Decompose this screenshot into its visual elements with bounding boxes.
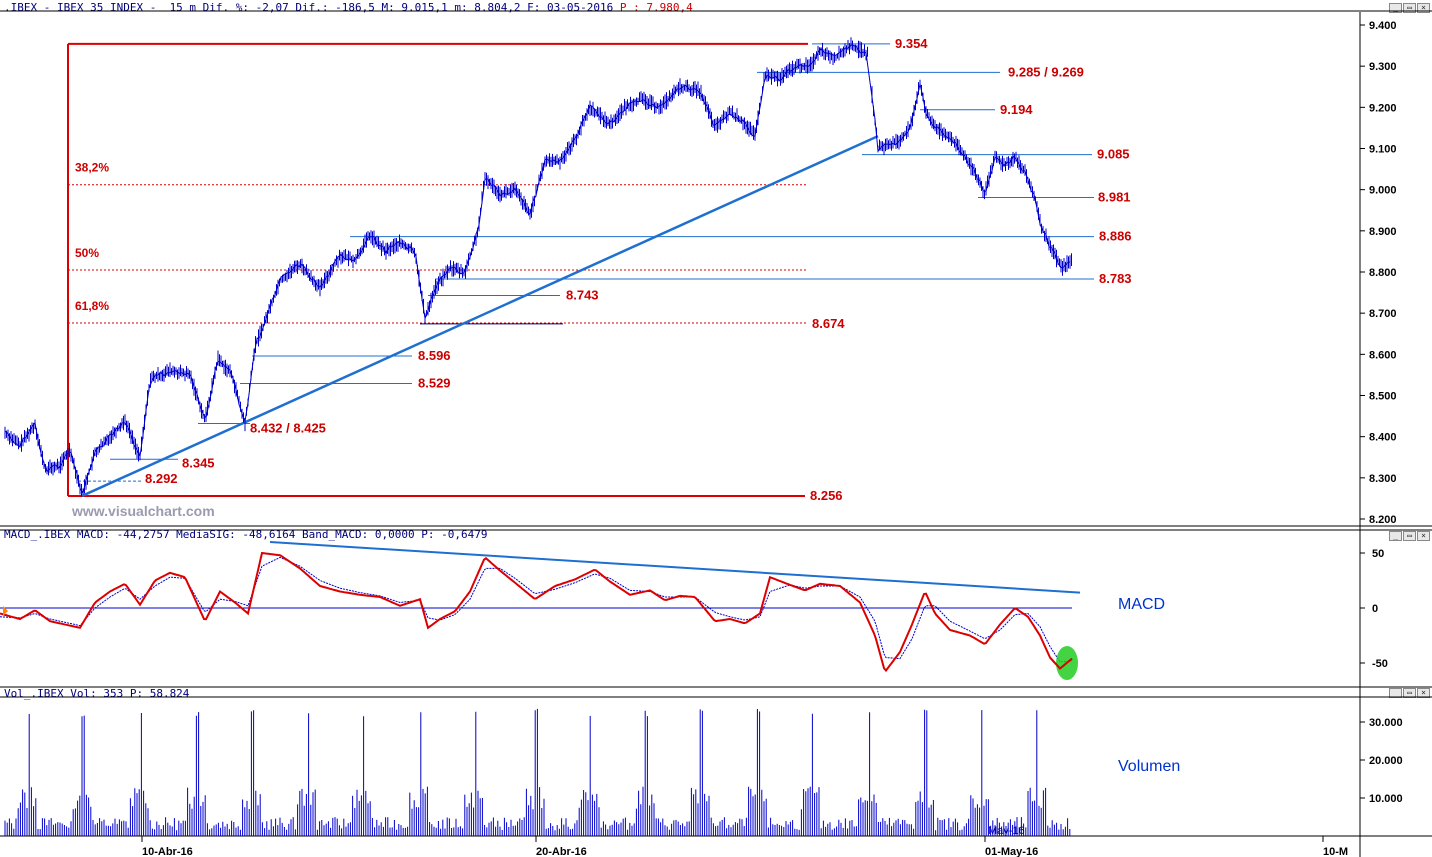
x-label-10-abr: 10-Abr-16 <box>142 846 193 857</box>
volume-layer <box>4 708 1071 836</box>
price-level-label: 8.596 <box>418 348 451 363</box>
price-tick-label: 9.200 <box>1369 102 1397 114</box>
macd-line-end <box>1049 656 1073 670</box>
macd-tick-label: -50 <box>1372 658 1388 670</box>
price-tick-label: 9.000 <box>1369 185 1397 197</box>
price-level-label: 8.292 <box>145 471 178 486</box>
x-label-10-m: 10-M <box>1323 846 1348 857</box>
macd-signal-line <box>0 556 1073 663</box>
price-tick-label: 8.400 <box>1369 432 1397 444</box>
price-level-label: 8.345 <box>182 455 215 470</box>
price-tick-label: 9.300 <box>1369 61 1397 73</box>
price-series-layer <box>4 37 1072 497</box>
price-level-label: 8.256 <box>810 488 843 503</box>
price-level-label: 9.194 <box>1000 102 1033 117</box>
price-level-label: 8.886 <box>1099 229 1132 244</box>
price-panel-restore-button[interactable]: ▭ <box>1403 3 1416 13</box>
price-tick-label: 8.600 <box>1369 349 1397 361</box>
price-level-label: 9.085 <box>1097 147 1130 162</box>
price-tick-label: 8.900 <box>1369 226 1397 238</box>
label-layer: www.visualchart.com MACD Volumen 10-Abr-… <box>71 36 1348 857</box>
x-label-20-abr: 20-Abr-16 <box>536 846 587 857</box>
price-level-label: 9.354 <box>895 36 928 51</box>
macd-panel-minimize-button[interactable]: _ <box>1389 531 1402 541</box>
macd-panel-close-button[interactable]: × <box>1417 531 1430 541</box>
price-series-line <box>4 44 1071 495</box>
macd-trendline <box>269 541 1081 594</box>
macd-panel-restore-button[interactable]: ▭ <box>1403 531 1416 541</box>
macd-layer <box>0 541 1081 680</box>
price-tick-label: 9.400 <box>1369 20 1397 32</box>
watermark: www.visualchart.com <box>71 503 215 519</box>
macd-line <box>0 551 1073 673</box>
price-panel-close-button[interactable]: × <box>1417 3 1430 13</box>
price-level-label: 8.529 <box>418 376 451 391</box>
macd-tick-label: 50 <box>1372 548 1384 560</box>
price-level-label: 8.743 <box>566 287 599 302</box>
fib-label: 50% <box>75 246 99 260</box>
drawing-layer <box>67 42 1094 498</box>
volume-panel-label: Volumen <box>1118 758 1180 775</box>
volume-tick-label: 20.000 <box>1369 755 1403 767</box>
macd-start-marker <box>3 606 8 616</box>
macd-panel-header: MACD_.IBEX MACD: -44,2757 MediaSIG: -48,… <box>4 528 487 541</box>
fib-label: 38,2% <box>75 161 109 175</box>
price-level-label: 8.674 <box>812 316 845 331</box>
x-extra-label-may: May-16 <box>988 825 1025 837</box>
price-tick-label: 8.500 <box>1369 391 1397 403</box>
price-level-label: 8.981 <box>1098 189 1131 204</box>
price-bars <box>4 37 1072 497</box>
price-tick-label: 8.200 <box>1369 514 1397 526</box>
price-level-label: 8.432 / 8.425 <box>250 420 326 435</box>
axes-layer: 8.200 8.300 8.400 8.500 8.600 8.700 8.800 8.900… <box>0 10 1432 857</box>
volume-tick-label: 30.000 <box>1369 717 1403 729</box>
price-level-label: 8.783 <box>1099 271 1132 286</box>
macd-panel-label: MACD <box>1118 596 1165 613</box>
price-tick-label: 8.800 <box>1369 267 1397 279</box>
volume-bars <box>4 708 1071 836</box>
price-panel-minimize-button[interactable]: _ <box>1389 3 1402 13</box>
fib-label: 61,8% <box>75 299 109 313</box>
macd-header-text: MACD_.IBEX MACD: -44,2757 MediaSIG: -48,… <box>4 528 488 541</box>
x-label-01-may: 01-May-16 <box>985 846 1038 857</box>
price-tick-label: 8.300 <box>1369 473 1397 485</box>
price-level-label: 9.285 / 9.269 <box>1008 64 1084 79</box>
price-tick-label: 9.100 <box>1369 144 1397 156</box>
macd-tick-label: 0 <box>1372 603 1378 615</box>
price-tick-label: 8.700 <box>1369 308 1397 320</box>
volume-tick-label: 10.000 <box>1369 793 1403 805</box>
price-trendline <box>81 135 879 498</box>
